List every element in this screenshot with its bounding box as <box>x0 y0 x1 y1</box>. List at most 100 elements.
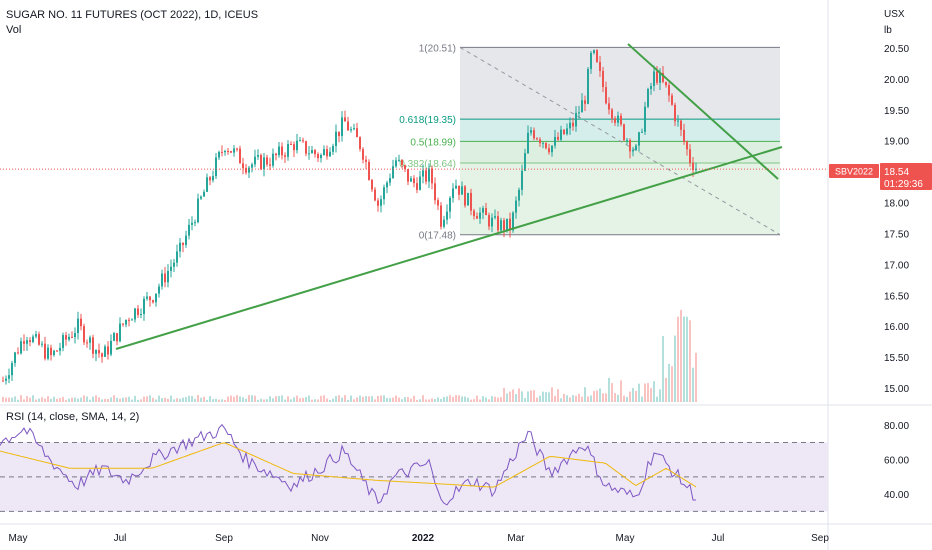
volume-bar <box>614 393 616 402</box>
candle-body <box>524 153 526 171</box>
chart-title: SUGAR NO. 11 FUTURES (OCT 2022), 1D, ICE… <box>6 9 258 21</box>
candle-body <box>428 168 430 182</box>
price-tick-label: 18.00 <box>884 199 909 210</box>
candle-body <box>191 222 193 225</box>
volume-label: Vol <box>6 24 21 36</box>
volume-bar <box>239 396 241 402</box>
candle-body <box>194 222 196 224</box>
volume-bar <box>338 395 340 402</box>
candle-body <box>446 211 448 220</box>
candle-body <box>158 286 160 294</box>
rsi-pane[interactable]: 80.00 60.00 40.00 <box>0 421 909 512</box>
candles[interactable] <box>2 49 697 385</box>
volume-bar <box>59 398 61 402</box>
candle-body <box>26 340 28 344</box>
volume-bar <box>326 398 328 402</box>
volume-bar <box>479 399 481 402</box>
volume-bar <box>92 396 94 402</box>
volume-bar <box>389 398 391 402</box>
candle-body <box>632 149 634 152</box>
candle-body <box>467 192 469 206</box>
candle-body <box>239 148 241 164</box>
volume-bar <box>287 396 289 402</box>
volume-bar <box>41 397 43 402</box>
price-tick-label: 20.50 <box>884 44 909 55</box>
candle-body <box>254 156 256 165</box>
volume-bar <box>236 395 238 402</box>
volume-bar <box>674 335 676 402</box>
volume-bar <box>620 380 622 402</box>
candle-body <box>59 347 61 351</box>
time-axis-label: May <box>9 533 28 544</box>
candle-body <box>404 165 406 170</box>
candle-body <box>314 150 316 155</box>
candle-body <box>257 155 259 157</box>
volume-bar <box>122 397 124 402</box>
candle-body <box>398 159 400 161</box>
volume-bar <box>263 399 265 402</box>
volume-bar <box>266 399 268 402</box>
rsi-tick-label: 60.00 <box>884 456 909 467</box>
trendlines[interactable] <box>115 43 783 350</box>
candle-body <box>629 139 631 152</box>
volume-bar <box>617 394 619 402</box>
volume-bar <box>347 399 349 402</box>
candle-body <box>317 154 319 159</box>
candle-body <box>521 170 523 190</box>
candle-body <box>68 336 70 340</box>
candle-body <box>356 128 358 138</box>
volume-bar <box>482 396 484 402</box>
volume-bar <box>392 397 394 402</box>
volume-bar <box>341 397 343 402</box>
volume-bar <box>383 395 385 402</box>
candle-body <box>413 178 415 184</box>
volume-bar <box>365 396 367 402</box>
price-tick-label: 20.00 <box>884 75 909 86</box>
candle-body <box>302 140 304 142</box>
candle-body <box>362 149 364 160</box>
volume-bar <box>401 399 403 402</box>
candle-body <box>224 151 226 153</box>
volume-bar <box>641 396 643 402</box>
candle-body <box>386 182 388 188</box>
volume-bar <box>362 396 364 402</box>
candle-body <box>305 141 307 154</box>
ascending-trendline[interactable] <box>115 146 783 350</box>
candle-body <box>623 124 625 141</box>
volume-bar <box>638 383 640 402</box>
volume-bar <box>563 393 565 402</box>
time-axis[interactable]: May Jul Sep Nov 2022 Mar May Jul Sep <box>0 523 932 544</box>
candle-body <box>20 341 22 354</box>
volume-bar <box>422 395 424 402</box>
candle-body <box>152 300 154 303</box>
volume-bar <box>512 389 514 402</box>
candle-body <box>545 142 547 149</box>
candle-body <box>689 149 691 163</box>
candle-body <box>452 188 454 198</box>
descending-trendline[interactable] <box>627 43 779 180</box>
volume-bar <box>182 397 184 402</box>
candle-body <box>80 318 82 327</box>
volume-bar <box>245 398 247 402</box>
candle-body <box>638 132 640 146</box>
candle-body <box>680 120 682 130</box>
candle-body <box>341 117 343 137</box>
fib-level-label: 1(20.51) <box>419 43 456 54</box>
candle-body <box>371 180 373 190</box>
fib-zone <box>460 141 780 163</box>
volume-bar <box>509 391 511 402</box>
volume-bar <box>233 396 235 402</box>
volume-bar <box>428 399 430 402</box>
candle-body <box>11 363 13 376</box>
candle-body <box>77 318 79 334</box>
volume-bar <box>101 399 103 402</box>
candle-body <box>215 157 217 177</box>
price-tick-label: 17.00 <box>884 260 909 271</box>
candle-body <box>527 132 529 154</box>
candle-body <box>464 186 466 206</box>
fib-level-label: 0.382(18.64) <box>399 159 456 170</box>
volume-bar <box>116 397 118 402</box>
volume-bar <box>425 399 427 402</box>
volume-bar <box>596 390 598 402</box>
